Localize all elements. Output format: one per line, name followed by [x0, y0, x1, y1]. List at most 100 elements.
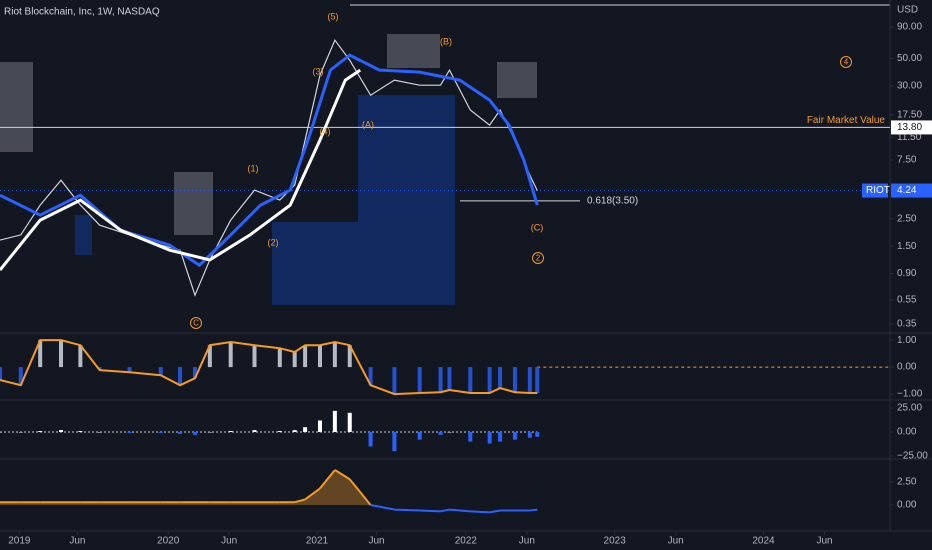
- histogram-bar: [252, 345, 257, 368]
- chart-title: Riot Blockchain, Inc, 1W, NASDAQ: [4, 7, 160, 18]
- price-line: [0, 68, 362, 271]
- zone-box: [497, 62, 537, 98]
- histogram-bar: [392, 367, 397, 395]
- wave-label: 4: [844, 58, 849, 67]
- y-tick-label: 50.00: [897, 53, 922, 64]
- y-tick-label: 2.50: [897, 213, 917, 224]
- histogram-bar: [447, 367, 452, 391]
- histogram-bar: [59, 340, 64, 368]
- area-segment: [304, 487, 321, 501]
- x-tick-label: Jun: [519, 536, 535, 547]
- y-tick-label: 0.55: [897, 294, 917, 305]
- zone-box: [387, 34, 440, 68]
- zone-box: [272, 222, 358, 305]
- zone-box: [0, 62, 33, 152]
- x-tick-label: Jun: [221, 536, 237, 547]
- wave-label: (5): [328, 11, 339, 21]
- wave-label: (C): [531, 222, 544, 232]
- x-tick-label: Jun: [69, 536, 85, 547]
- histogram-bar: [368, 367, 373, 386]
- histogram-bar: [252, 430, 257, 433]
- histogram-bar: [535, 432, 540, 437]
- x-tick-label: Jun: [368, 536, 384, 547]
- histogram-bar: [468, 367, 473, 393]
- price-box-label: 13.80: [897, 122, 922, 133]
- y-tick-label: −1.00: [897, 389, 923, 400]
- histogram-bar: [498, 432, 503, 442]
- y-tick-label: 11.50: [897, 132, 922, 143]
- wave-circle: [840, 56, 852, 68]
- oscillator-line: [0, 339, 538, 396]
- area-segment: [294, 498, 306, 504]
- area-segment: [348, 478, 372, 506]
- histogram-bar: [292, 351, 297, 368]
- price-box: [891, 183, 932, 198]
- wave-label: (2): [268, 237, 279, 247]
- histogram-bar: [277, 431, 282, 433]
- histogram-bar: [417, 367, 422, 393]
- histogram-bar: [18, 432, 23, 433]
- wave-label: 2: [536, 254, 541, 263]
- histogram-bar: [38, 340, 43, 368]
- zone-box: [358, 95, 455, 305]
- area-segment: [489, 509, 501, 514]
- wave-label: (A): [362, 119, 374, 129]
- histogram-bar: [392, 432, 397, 452]
- histogram-bar: [158, 367, 163, 376]
- histogram-bar: [38, 431, 43, 433]
- histogram-bar: [347, 345, 352, 368]
- x-tick-label: 2022: [455, 536, 478, 547]
- y-tick-label: 2.50: [897, 477, 917, 488]
- histogram-bar: [468, 432, 473, 442]
- wave-label: (B): [440, 36, 452, 46]
- histogram-bar: [0, 432, 2, 433]
- fair-value-label: Fair Market Value: [807, 115, 886, 126]
- y-tick-label: 1.00: [897, 335, 917, 346]
- area-segment: [529, 508, 538, 512]
- area-segment: [319, 469, 336, 490]
- wave-label: (1): [248, 163, 259, 173]
- histogram-bar: [178, 432, 183, 434]
- y-tick-label: −25.00: [897, 451, 928, 462]
- price-box-label: 4.24: [897, 185, 917, 196]
- histogram-bar: [18, 367, 23, 386]
- area-segment: [470, 510, 490, 514]
- y-tick-label: 0.00: [897, 362, 917, 373]
- histogram-bar: [417, 432, 422, 440]
- x-tick-label: 2020: [157, 536, 180, 547]
- histogram-bar: [78, 345, 83, 368]
- histogram-bar: [332, 342, 337, 368]
- histogram-bar: [332, 410, 337, 433]
- wave-label: (4): [320, 126, 331, 136]
- area-segment: [440, 508, 450, 513]
- histogram-bar: [127, 367, 132, 373]
- histogram-bar: [527, 367, 532, 393]
- zone-box: [174, 172, 213, 235]
- x-tick-label: 2021: [306, 536, 329, 547]
- histogram-bar: [303, 345, 308, 368]
- zones: [0, 4, 890, 305]
- histogram-bar: [317, 420, 322, 433]
- histogram-bar: [192, 432, 197, 435]
- histogram-bar: [527, 432, 532, 438]
- histogram-bar: [158, 432, 163, 433]
- area-segment: [394, 508, 420, 512]
- y-tick-label: 0.35: [897, 319, 917, 330]
- histogram-bar: [97, 432, 102, 433]
- y-tick-label: 7.50: [897, 155, 917, 166]
- x-tick-label: 2023: [604, 536, 627, 547]
- histogram-bar: [127, 432, 132, 433]
- y-tick-label: 30.00: [897, 81, 922, 92]
- y-tick-label: 0.90: [897, 268, 917, 279]
- histogram-bar: [178, 367, 183, 386]
- zone-box: [75, 215, 92, 255]
- histogram-bar: [498, 367, 503, 389]
- histogram-bar: [277, 348, 282, 368]
- y-tick-label: 0.00: [897, 427, 917, 438]
- x-tick-label: Jun: [816, 536, 832, 547]
- histogram-bar: [368, 432, 373, 447]
- histogram-bar: [447, 432, 452, 433]
